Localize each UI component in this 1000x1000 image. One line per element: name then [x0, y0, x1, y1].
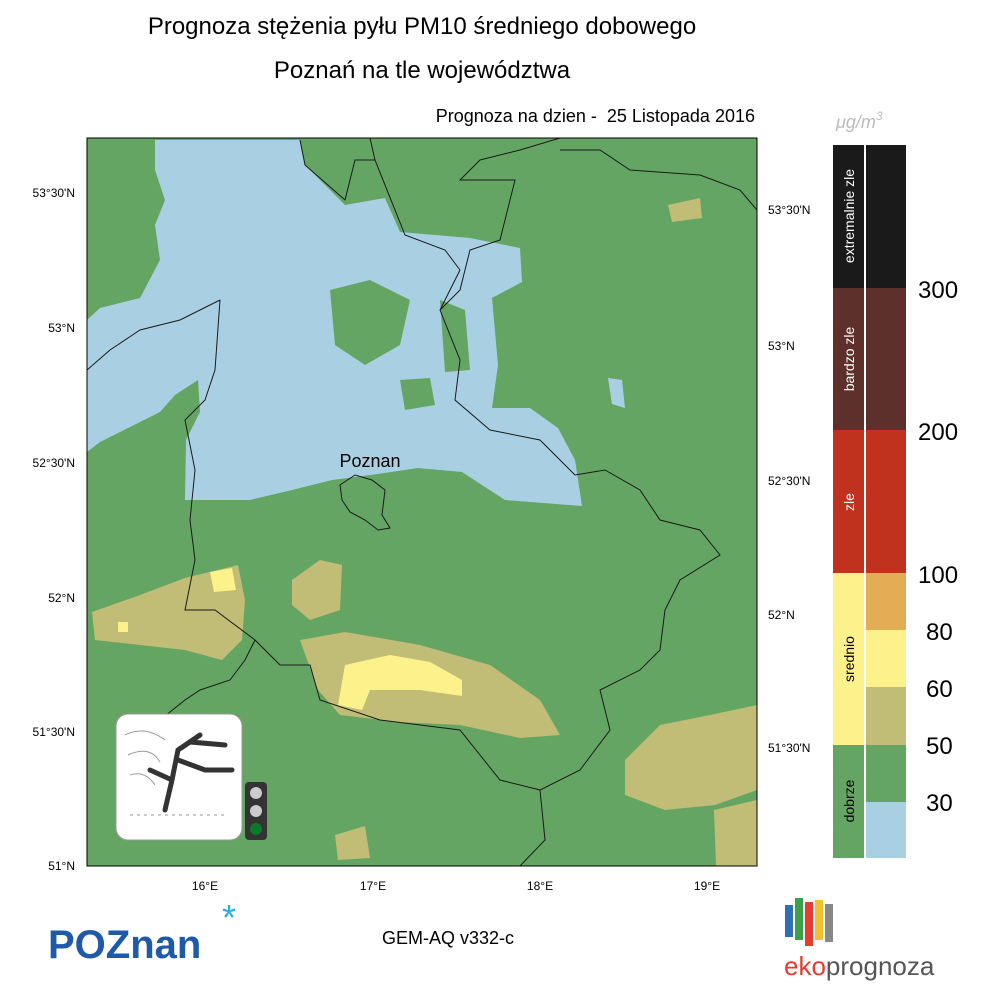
- legend-category-label: bardzo zle: [841, 326, 857, 391]
- legend-swatch: [866, 573, 906, 630]
- legend-swatch: [866, 288, 906, 430]
- legend-threshold: 200: [918, 419, 958, 446]
- legend-category: [833, 573, 864, 745]
- traffic-light: [245, 782, 267, 840]
- lat-label: 53°30'N: [33, 186, 75, 200]
- legend-category-label: zle: [841, 493, 857, 511]
- lat-label: 53°N: [768, 339, 795, 353]
- legend-swatch: [866, 687, 906, 745]
- lon-label: 19°E: [694, 879, 720, 893]
- zone-island: [330, 280, 410, 365]
- zone-moderate: [92, 565, 245, 660]
- city-border: [339, 474, 391, 531]
- legend-threshold: 300: [918, 277, 958, 304]
- brand-icon: [785, 898, 833, 946]
- city-logo-star: *: [222, 897, 236, 938]
- legend-swatch: [866, 745, 906, 802]
- weather-icon: [115, 713, 243, 841]
- lat-label: 51°30'N: [768, 741, 810, 755]
- legend: extremalnie zle bardzo zle zle srednio d…: [833, 145, 958, 858]
- lat-label: 52°N: [768, 608, 795, 622]
- brand-prefix: eko: [784, 951, 826, 981]
- place-label: Poznan: [339, 451, 400, 471]
- lat-label: 53°30'N: [768, 203, 810, 217]
- legend-swatch: [866, 430, 906, 573]
- region-border: [87, 138, 757, 866]
- title-line-2: Poznań na tle województwa: [274, 57, 571, 84]
- legend-threshold: 80: [926, 619, 953, 646]
- map: Poznan 53°30'N 53°N 52°30'N 52°N 51°30'N…: [33, 137, 810, 893]
- zone-moderate: [668, 198, 702, 222]
- legend-threshold: 100: [918, 562, 958, 589]
- legend-category: [833, 288, 864, 430]
- lon-label: 17°E: [360, 879, 386, 893]
- zone-high: [118, 622, 128, 632]
- brand-suffix: prognoza: [826, 951, 935, 981]
- legend-category: [833, 745, 864, 858]
- legend-category: [833, 145, 864, 288]
- zone-moderate: [714, 800, 757, 866]
- legend-category-label: extremalnie zle: [841, 169, 857, 263]
- legend-threshold: 50: [926, 733, 953, 760]
- legend-swatch: [866, 630, 906, 687]
- lon-label: 16°E: [192, 879, 218, 893]
- legend-threshold: 60: [926, 676, 953, 703]
- zone-island: [440, 300, 470, 372]
- zone-moderate: [292, 560, 342, 620]
- brand-logo: ekoprognoza: [784, 951, 935, 981]
- lat-label: 52°30'N: [768, 474, 810, 488]
- legend-category-label: srednio: [841, 636, 857, 682]
- zone-moderate: [625, 705, 757, 810]
- zone-high: [338, 655, 462, 710]
- zone-moderate: [335, 826, 370, 860]
- unit: μg/m3: [835, 109, 883, 132]
- lat-label: 52°30'N: [33, 456, 75, 470]
- lat-label: 51°N: [48, 859, 75, 873]
- forecast-date: Prognoza na dzien - 25 Listopada 2016: [436, 106, 755, 126]
- city-logo: POZnan: [48, 923, 201, 967]
- lat-label: 51°30'N: [33, 725, 75, 739]
- unit-base: μg/m: [835, 112, 876, 132]
- zone-island: [400, 378, 435, 410]
- unit-exponent: 3: [876, 109, 883, 123]
- lat-label: 52°N: [48, 591, 75, 605]
- legend-threshold: 30: [926, 790, 953, 817]
- zone-high: [210, 568, 236, 592]
- lon-label: 18°E: [527, 879, 553, 893]
- legend-swatch: [866, 145, 906, 288]
- lat-label: 53°N: [48, 321, 75, 335]
- title-line-1: Prognoza stężenia pyłu PM10 średniego do…: [148, 13, 696, 40]
- map-frame: [86, 137, 758, 867]
- model-name: GEM-AQ v332-c: [382, 928, 514, 948]
- legend-category-label: dobrze: [841, 779, 857, 822]
- legend-category: [833, 430, 864, 573]
- zone-low: [608, 378, 625, 408]
- legend-swatch: [866, 802, 906, 858]
